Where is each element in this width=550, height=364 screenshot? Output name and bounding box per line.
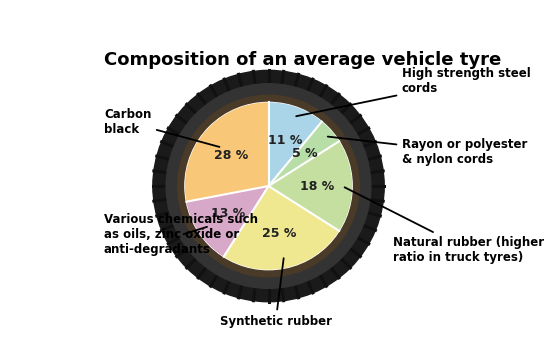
Polygon shape [268, 122, 339, 186]
Text: 18 %: 18 % [300, 179, 334, 193]
Text: Various chemicals such
as oils, zinc oxide or
anti-degradants: Various chemicals such as oils, zinc oxi… [104, 213, 258, 257]
Polygon shape [186, 186, 268, 257]
Ellipse shape [166, 84, 371, 288]
Polygon shape [268, 102, 322, 186]
Text: 5 %: 5 % [292, 147, 318, 161]
Text: 11 %: 11 % [268, 134, 302, 147]
Text: Synthetic rubber: Synthetic rubber [219, 258, 332, 328]
Text: Carbon
black: Carbon black [104, 108, 219, 147]
Polygon shape [224, 186, 339, 270]
Polygon shape [185, 102, 268, 202]
Ellipse shape [153, 70, 384, 302]
Text: 28 %: 28 % [214, 149, 248, 162]
Polygon shape [268, 141, 352, 231]
Text: 25 %: 25 % [262, 227, 296, 240]
Text: Rayon or polyester
& nylon cords: Rayon or polyester & nylon cords [328, 136, 527, 166]
Text: Composition of an average vehicle tyre: Composition of an average vehicle tyre [104, 51, 501, 69]
Text: Natural rubber (higher
ratio in truck tyres): Natural rubber (higher ratio in truck ty… [345, 187, 544, 264]
Text: High strength steel
cords: High strength steel cords [296, 67, 531, 116]
Text: 13 %: 13 % [211, 207, 245, 220]
Ellipse shape [185, 102, 352, 270]
Ellipse shape [178, 95, 359, 277]
